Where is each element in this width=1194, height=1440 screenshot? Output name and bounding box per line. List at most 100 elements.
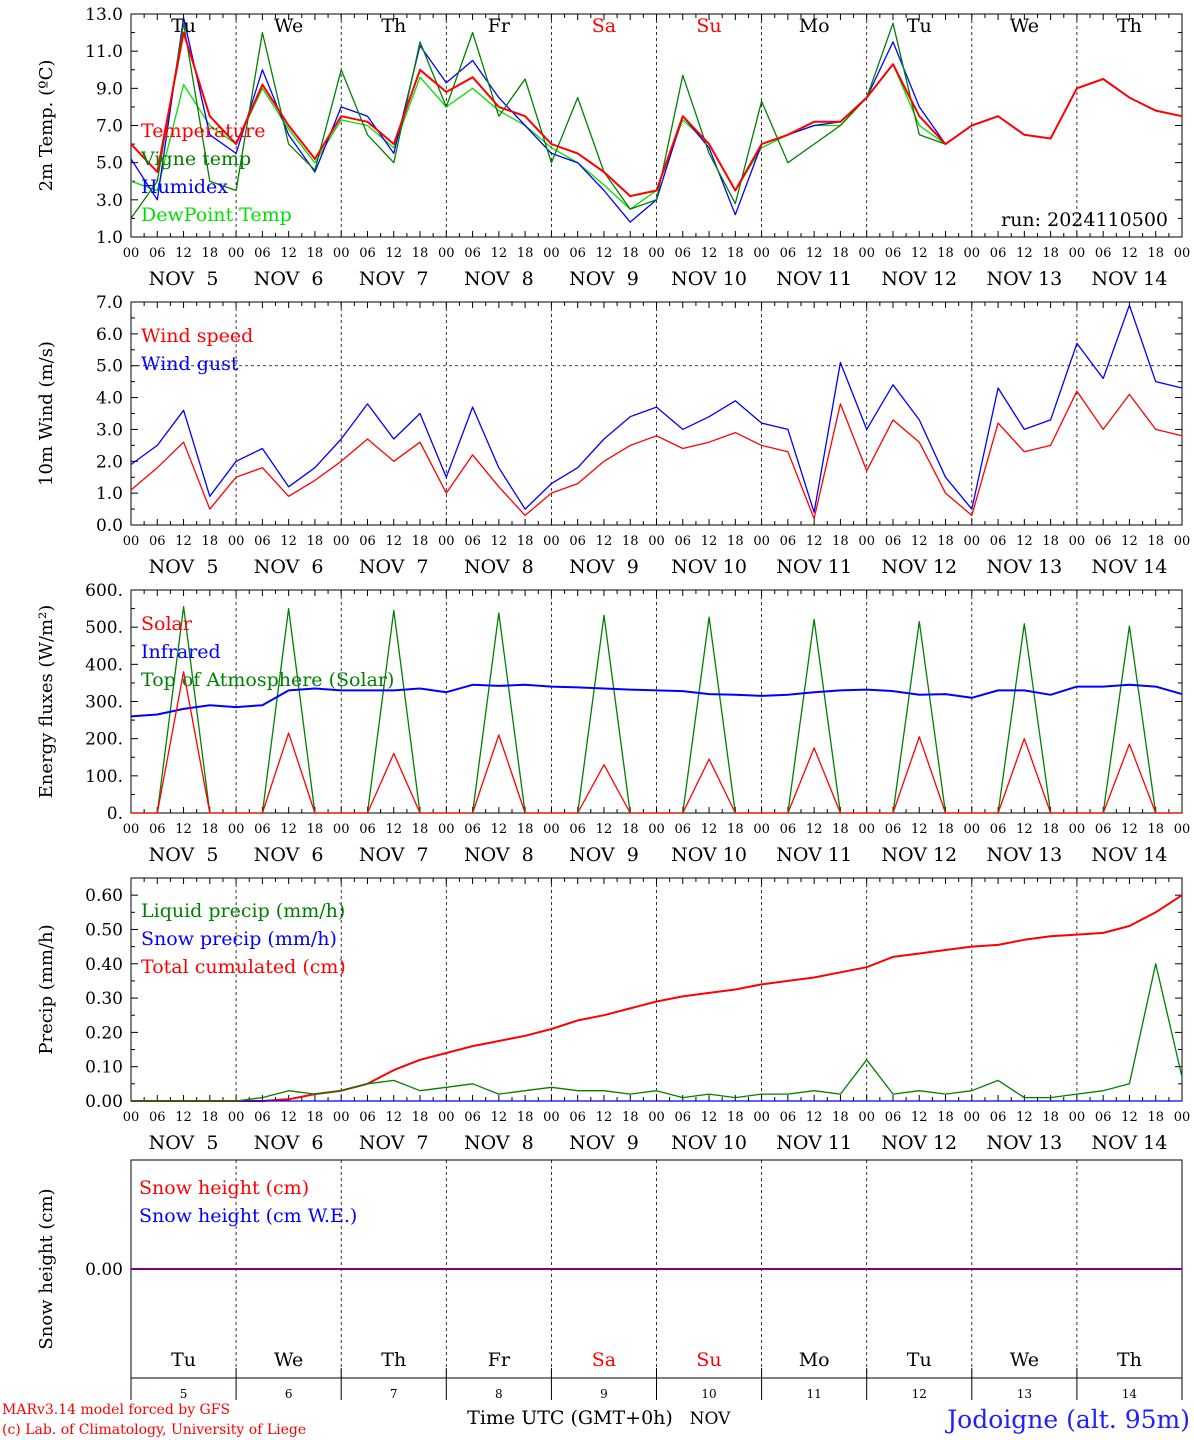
hour-tick-label: 18: [307, 246, 324, 261]
location-label: Jodoigne (alt. 95m): [944, 1405, 1190, 1434]
hour-tick-label: 06: [990, 1110, 1007, 1125]
hour-tick-label: 06: [359, 534, 376, 549]
legend-entry: Snow precip (mm/h): [141, 928, 337, 950]
hour-tick-label: 18: [202, 1110, 219, 1125]
hour-tick-label: 18: [727, 822, 744, 837]
hour-tick-label: 18: [307, 1110, 324, 1125]
hour-tick-label: 00: [228, 534, 245, 549]
date-label: NOV 13: [986, 556, 1062, 578]
hour-tick-label: 06: [780, 1110, 797, 1125]
day-number-label: 12: [912, 1387, 927, 1401]
hour-tick-label: 12: [1016, 1110, 1033, 1125]
hour-tick-label: 18: [622, 1110, 639, 1125]
weekday-label: Sa: [592, 15, 616, 37]
hour-tick-label: 00: [333, 822, 350, 837]
hour-tick-label: 18: [1042, 822, 1059, 837]
weekday-label: Su: [696, 15, 721, 37]
hour-tick-label: 12: [1121, 534, 1138, 549]
date-label: NOV 5: [149, 556, 219, 578]
date-label: NOV 11: [776, 844, 852, 866]
hour-tick-label: 06: [990, 534, 1007, 549]
hour-tick-label: 18: [1147, 822, 1164, 837]
date-label: NOV 10: [671, 556, 747, 578]
y-tick-label: 7.0: [96, 117, 123, 137]
panel-2: 0.0 1.0 2.0 3.0 4.0 5.0 6.0 7.0 10m Wind (m/s) Wi…: [36, 293, 1190, 578]
hour-tick-label: 12: [911, 822, 928, 837]
date-label: NOV 9: [569, 556, 639, 578]
hour-tick-label: 18: [727, 1110, 744, 1125]
hour-tick-label: 00: [228, 1110, 245, 1125]
hour-tick-label: 18: [1147, 246, 1164, 261]
legend-entry: Liquid precip (mm/h): [141, 900, 345, 922]
weekday-label: Fr: [488, 1349, 511, 1371]
hour-tick-label: 00: [333, 1110, 350, 1125]
hour-tick-label: 06: [254, 246, 271, 261]
date-label: NOV 7: [359, 556, 429, 578]
hour-tick-label: 00: [333, 534, 350, 549]
y-tick-label: 9.0: [96, 79, 123, 99]
weekday-label: Th: [381, 1349, 406, 1371]
hour-tick-label: 12: [175, 822, 192, 837]
y-tick-label: 400.: [85, 655, 123, 675]
date-label: NOV 6: [254, 1132, 324, 1154]
date-label: NOV 5: [149, 1132, 219, 1154]
y-tick-label: 0.40: [85, 955, 123, 975]
hour-tick-label: 12: [596, 1110, 613, 1125]
y-tick-label: 11.0: [85, 42, 123, 62]
hour-tick-label: 18: [727, 246, 744, 261]
day-number-label: 11: [807, 1387, 822, 1401]
model-credit: MARv3.14 model forced by GFS: [2, 1402, 230, 1418]
date-label: NOV 12: [881, 556, 957, 578]
hour-tick-label: 12: [1016, 246, 1033, 261]
hour-tick-label: 06: [675, 534, 692, 549]
hour-tick-label: 18: [412, 822, 429, 837]
y-tick-label: 4.0: [96, 389, 123, 409]
hour-tick-label: 06: [1095, 1110, 1112, 1125]
hour-tick-label: 12: [280, 1110, 297, 1125]
hour-tick-label: 12: [1121, 1110, 1138, 1125]
hour-tick-label: 12: [596, 534, 613, 549]
legend-entry: Humidex: [141, 176, 228, 198]
y-tick-label: 300.: [85, 693, 123, 713]
legend-entry: Wind speed: [141, 325, 253, 347]
hour-tick-label: 00: [1069, 1110, 1086, 1125]
hour-tick-label: 00: [438, 534, 455, 549]
hour-tick-label: 18: [1147, 534, 1164, 549]
date-label: NOV 14: [1092, 268, 1168, 290]
hour-tick-label: 12: [1016, 534, 1033, 549]
hour-tick-label: 18: [412, 534, 429, 549]
hour-tick-label: 12: [491, 822, 508, 837]
hour-tick-label: 06: [464, 1110, 481, 1125]
hour-tick-label: 00: [753, 822, 770, 837]
weekday-label: We: [274, 1349, 303, 1371]
day-number-label: 9: [600, 1387, 608, 1401]
hour-tick-label: 12: [175, 1110, 192, 1125]
hour-tick-label: 12: [911, 534, 928, 549]
hour-tick-label: 06: [359, 1110, 376, 1125]
hour-tick-label: 00: [1174, 534, 1191, 549]
hour-tick-label: 00: [858, 1110, 875, 1125]
day-number-label: 7: [390, 1387, 398, 1401]
date-label: NOV 10: [671, 1132, 747, 1154]
weekday-label: We: [1010, 1349, 1039, 1371]
hour-tick-label: 18: [937, 822, 954, 837]
y-tick-label: 0.10: [85, 1058, 123, 1078]
hour-tick-label: 06: [149, 822, 166, 837]
hour-tick-label: 18: [937, 246, 954, 261]
legend-entry: Snow height (cm W.E.): [139, 1205, 357, 1227]
hour-tick-label: 06: [569, 246, 586, 261]
hour-tick-label: 18: [412, 246, 429, 261]
hour-tick-label: 00: [438, 246, 455, 261]
hour-tick-label: 06: [675, 822, 692, 837]
legend-entry: Vigne temp: [140, 148, 251, 170]
date-label: NOV 12: [881, 268, 957, 290]
weekday-label: Tu: [907, 1349, 932, 1371]
hour-tick-label: 00: [1174, 1110, 1191, 1125]
lab-credit: (c) Lab. of Climatology, University of L…: [2, 1422, 306, 1438]
hour-tick-label: 06: [464, 822, 481, 837]
hour-tick-label: 12: [491, 246, 508, 261]
weekday-label: We: [274, 15, 303, 37]
hour-tick-label: 06: [990, 822, 1007, 837]
hour-tick-label: 06: [675, 1110, 692, 1125]
date-label: NOV 5: [149, 268, 219, 290]
